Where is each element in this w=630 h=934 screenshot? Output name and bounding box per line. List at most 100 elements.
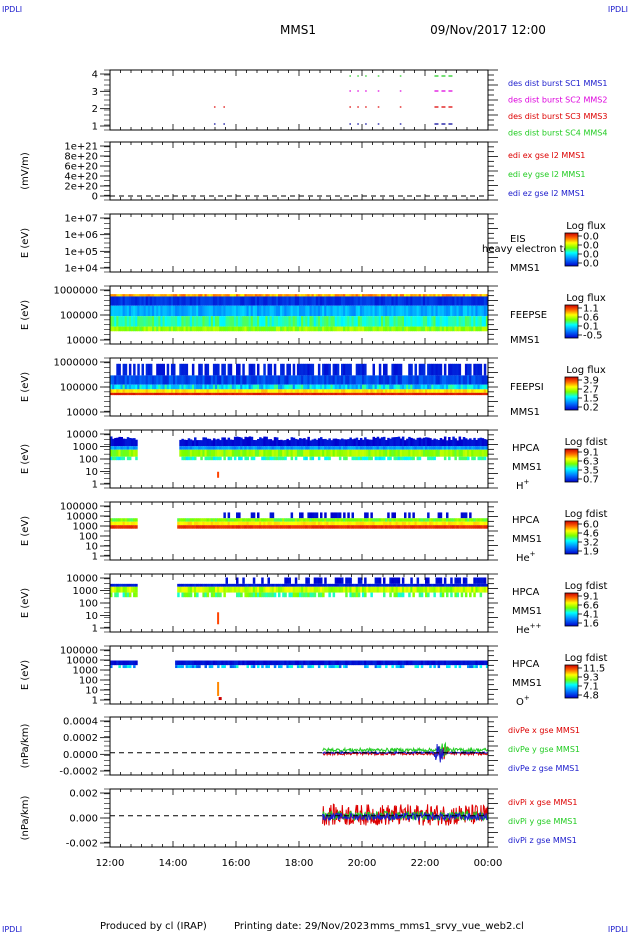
spectrogram-cell	[118, 363, 121, 376]
spectrogram-cell	[479, 305, 483, 317]
spectrogram-cell	[233, 384, 237, 390]
spectrogram-cell	[431, 305, 434, 317]
spectrogram-cell	[372, 392, 375, 396]
spectrogram-cell	[347, 375, 350, 385]
spectrogram-cell	[406, 456, 409, 461]
spectrogram-cell	[437, 512, 441, 519]
spectrogram-cell	[313, 586, 317, 593]
spectrogram-cell	[124, 294, 128, 297]
spectrogram-cell	[443, 326, 447, 332]
spectrogram-cell	[473, 392, 476, 396]
spectrogram-cell	[194, 446, 197, 450]
spectrogram-cell	[118, 518, 121, 522]
spectrogram-cell	[202, 384, 205, 390]
spectrogram-cell	[189, 592, 193, 598]
spectrogram-cell	[280, 439, 283, 447]
spectrogram-cell	[364, 660, 367, 666]
spectrogram-cell	[448, 586, 451, 593]
spectrogram-cell	[420, 665, 424, 669]
spectrogram-cell	[265, 449, 268, 457]
spectrogram-cell	[378, 326, 382, 332]
spectrogram-cell	[141, 326, 144, 332]
spectrogram-cell	[261, 456, 264, 461]
spectrogram-cell	[336, 296, 340, 306]
spectrogram-cell	[202, 660, 205, 666]
spectrogram-cell	[385, 586, 388, 593]
spectrogram-cell	[343, 512, 346, 519]
panel-2-ytick-label: 8e+20	[64, 152, 98, 163]
spectrogram-cell	[397, 665, 401, 669]
spectrogram-cell	[254, 446, 258, 450]
spectrogram-cell	[332, 660, 336, 666]
spectrogram-cell	[364, 446, 367, 450]
spectrogram-cell	[233, 436, 237, 447]
spectrogram-cell	[393, 375, 396, 385]
spectrogram-cell	[412, 326, 415, 332]
spectrogram-cell	[284, 456, 287, 461]
spectrogram-cell	[286, 296, 289, 306]
series-divpe-y	[322, 741, 489, 757]
spectrogram-cell	[271, 440, 275, 447]
spectrogram-cell	[408, 583, 411, 587]
spectrogram-cell	[248, 525, 252, 529]
spectrogram-cell	[370, 518, 373, 522]
spectrogram-cell	[307, 660, 310, 666]
spectrogram-cell	[263, 449, 266, 457]
spectrogram-cell	[452, 518, 455, 522]
spectrogram-cell	[454, 296, 457, 306]
spectrogram-cell	[309, 389, 312, 393]
spectrogram-cell	[328, 294, 331, 297]
spectrogram-cell	[156, 363, 159, 376]
spectrogram-cell	[189, 525, 193, 529]
spectrogram-cell	[477, 438, 480, 447]
spectrogram-cell	[212, 305, 216, 317]
spectrogram-cell	[139, 294, 142, 297]
spectrogram-cell	[374, 437, 378, 447]
spectrogram-cell	[351, 583, 354, 587]
spectrogram-cell	[284, 392, 287, 396]
spectrogram-cell	[452, 389, 455, 393]
spectrogram-cell	[267, 456, 270, 461]
spectrogram-cell	[460, 592, 464, 598]
spectrogram-cell	[458, 389, 462, 393]
spectrogram-cell	[282, 660, 285, 666]
spectrogram-cell	[420, 392, 424, 396]
spectrogram-cell	[462, 449, 466, 457]
spectrogram-cell	[244, 436, 247, 447]
spectrogram-cell	[261, 583, 264, 587]
spectrogram-cell	[393, 577, 396, 584]
spectrogram-cell	[286, 389, 289, 393]
spectrogram-cell	[221, 446, 224, 450]
spectrogram-cell	[292, 521, 296, 526]
spectrogram-cell	[435, 316, 438, 327]
spectrogram-cell	[257, 518, 260, 522]
spectrogram-cell	[269, 592, 273, 598]
spectrogram-cell	[334, 363, 338, 376]
spectrogram-cell	[431, 363, 434, 376]
spectrogram-cell	[479, 449, 483, 457]
spectrogram-cell	[483, 525, 487, 529]
spectrogram-cell	[473, 665, 476, 669]
spectrogram-cell	[124, 316, 128, 327]
spectrogram-cell	[362, 326, 365, 332]
spectrogram-cell	[177, 305, 180, 317]
spectrogram-cell	[250, 518, 254, 522]
spectrogram-cell	[412, 449, 415, 457]
spectrogram-cell	[311, 660, 315, 666]
spectrogram-cell	[280, 521, 283, 526]
spectrogram-cell	[351, 316, 354, 327]
spectrogram-cell	[347, 384, 350, 390]
spectrogram-cell	[149, 296, 153, 306]
spectrogram-cell	[464, 512, 468, 519]
spectrogram-cell	[202, 446, 205, 450]
spectrogram-cell	[179, 389, 182, 393]
spectrogram-cell	[160, 375, 163, 385]
spectrogram-cell	[206, 446, 210, 450]
spectrogram-cell	[170, 316, 174, 327]
spectrogram-cell	[210, 440, 214, 447]
spectrogram-cell	[391, 384, 394, 390]
spectrogram-cell	[265, 375, 268, 385]
spectrogram-cell	[290, 592, 294, 598]
spectrogram-cell	[248, 296, 252, 306]
spectrogram-cell	[467, 296, 470, 306]
